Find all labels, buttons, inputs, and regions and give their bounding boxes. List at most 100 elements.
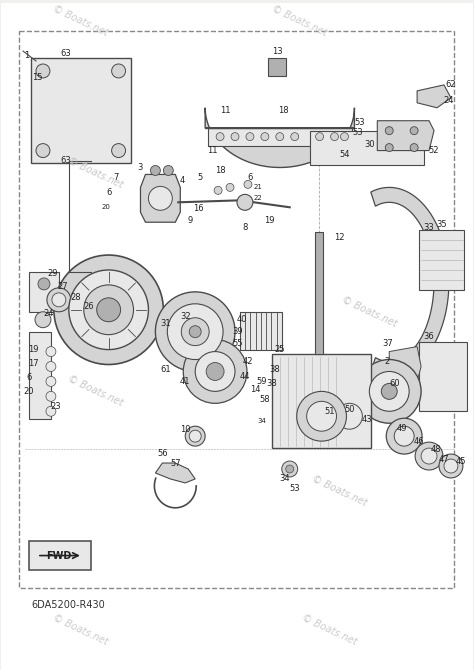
Circle shape (183, 340, 247, 403)
Text: 31: 31 (160, 319, 171, 328)
Circle shape (155, 292, 235, 371)
Text: 52: 52 (429, 146, 439, 155)
Text: 63: 63 (61, 48, 71, 58)
Circle shape (34, 362, 44, 371)
Text: 48: 48 (431, 445, 441, 454)
Circle shape (195, 352, 235, 391)
Circle shape (439, 454, 463, 478)
Text: 55: 55 (233, 339, 243, 348)
Text: 22: 22 (254, 196, 262, 201)
Text: 26: 26 (83, 302, 94, 312)
Circle shape (34, 377, 44, 387)
Text: 58: 58 (260, 395, 270, 404)
Text: © Boats.net: © Boats.net (340, 295, 399, 329)
Circle shape (415, 442, 443, 470)
Circle shape (69, 270, 148, 350)
Text: 10: 10 (180, 425, 191, 433)
Circle shape (36, 64, 50, 78)
Text: 45: 45 (456, 456, 466, 466)
Text: 29: 29 (48, 269, 58, 279)
Circle shape (330, 133, 338, 141)
Text: 63: 63 (61, 156, 71, 165)
Bar (315, 232, 323, 354)
Text: FWD: FWD (46, 551, 72, 561)
Circle shape (340, 133, 348, 141)
Text: 53: 53 (290, 484, 300, 493)
Text: 18: 18 (278, 107, 288, 115)
Text: 20: 20 (101, 204, 110, 210)
Circle shape (231, 133, 239, 141)
Circle shape (111, 64, 126, 78)
Text: 25: 25 (274, 345, 285, 354)
Text: 57: 57 (170, 458, 181, 468)
Text: 39: 39 (233, 327, 243, 336)
Circle shape (291, 133, 299, 141)
Circle shape (181, 318, 209, 346)
Bar (268, 58, 286, 76)
Text: 33: 33 (424, 222, 435, 232)
Text: © Boats.net: © Boats.net (66, 375, 125, 409)
Text: 9: 9 (188, 216, 193, 224)
Text: 60: 60 (389, 379, 400, 388)
Text: 18: 18 (215, 166, 226, 175)
Text: 1: 1 (25, 50, 30, 60)
Text: 56: 56 (157, 449, 168, 458)
Bar (419, 342, 467, 411)
Text: 59: 59 (256, 377, 267, 386)
Circle shape (369, 371, 409, 411)
Text: 46: 46 (414, 437, 424, 446)
Text: 61: 61 (160, 365, 171, 374)
Polygon shape (389, 346, 421, 381)
Text: 37: 37 (382, 339, 392, 348)
Text: 49: 49 (397, 423, 408, 433)
Circle shape (337, 403, 363, 429)
Circle shape (282, 461, 298, 477)
Circle shape (206, 362, 224, 381)
Text: 11: 11 (220, 107, 230, 115)
Text: 14: 14 (250, 385, 260, 394)
Circle shape (386, 418, 422, 454)
Circle shape (261, 133, 269, 141)
Circle shape (46, 362, 56, 371)
Bar (419, 230, 464, 290)
Text: 35: 35 (437, 220, 447, 228)
Text: 50: 50 (344, 405, 355, 414)
Text: © Boats.net: © Boats.net (52, 4, 110, 38)
Text: © Boats.net: © Boats.net (271, 4, 329, 38)
Text: 3: 3 (138, 163, 143, 172)
Circle shape (52, 293, 66, 307)
Text: 19: 19 (264, 216, 275, 224)
Circle shape (189, 326, 201, 338)
Circle shape (226, 184, 234, 192)
Text: © Boats.net: © Boats.net (52, 613, 110, 647)
Polygon shape (155, 463, 195, 483)
Circle shape (46, 377, 56, 387)
Circle shape (38, 278, 50, 290)
Polygon shape (371, 188, 449, 377)
Text: 5: 5 (198, 173, 203, 182)
Circle shape (189, 430, 201, 442)
Text: 36: 36 (424, 332, 435, 341)
Circle shape (36, 143, 50, 157)
Text: 13: 13 (273, 46, 283, 56)
Text: 21: 21 (254, 184, 262, 190)
Circle shape (307, 401, 337, 431)
Circle shape (246, 133, 254, 141)
Circle shape (84, 285, 134, 334)
Text: 38: 38 (269, 365, 280, 374)
Circle shape (167, 304, 223, 360)
Text: 6: 6 (106, 188, 111, 197)
Text: 24: 24 (44, 310, 54, 318)
Circle shape (410, 143, 418, 151)
Circle shape (286, 465, 294, 473)
Text: 2: 2 (384, 357, 390, 366)
Circle shape (276, 133, 284, 141)
Text: 34: 34 (257, 418, 266, 424)
Circle shape (111, 143, 126, 157)
Circle shape (381, 383, 397, 399)
Text: 20: 20 (24, 387, 34, 396)
Circle shape (97, 298, 120, 322)
Text: 38: 38 (266, 379, 277, 388)
Text: 15: 15 (32, 74, 42, 82)
Circle shape (297, 391, 346, 441)
